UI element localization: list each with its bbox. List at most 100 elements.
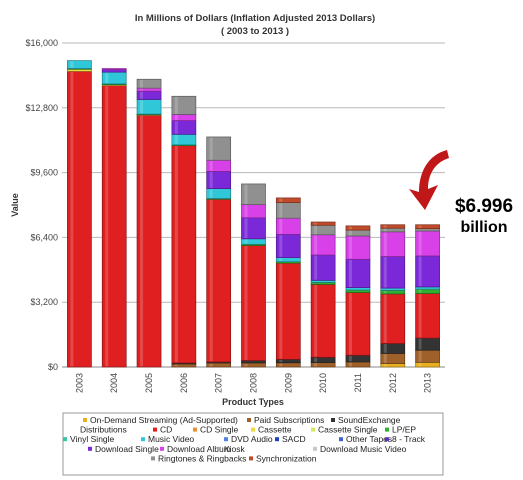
legend-item: Cassette xyxy=(258,425,292,435)
bar-highlight xyxy=(418,338,422,350)
legend-swatch xyxy=(385,437,389,442)
bar-highlight xyxy=(174,145,178,363)
bar-highlight xyxy=(348,236,352,259)
legend-item: Synchronization xyxy=(256,453,317,463)
bar-highlight xyxy=(105,72,109,84)
bar-segment xyxy=(380,224,406,229)
bar-segment xyxy=(67,60,92,69)
y-axis-ticks: $0 $3,200 $6,400 $9,600 $12,800 $16,000 xyxy=(25,38,58,372)
bar-highlight xyxy=(279,198,283,202)
y-tick-label: $12,800 xyxy=(25,103,58,113)
bar-highlight xyxy=(279,234,283,258)
callout-arrow-icon xyxy=(409,150,449,210)
bar-highlight xyxy=(348,355,352,362)
legend-item: DVD Audio xyxy=(231,434,273,444)
bar-highlight xyxy=(209,189,213,198)
legend-item: SACD xyxy=(282,434,306,444)
legend-item: Other Tapes xyxy=(346,434,392,444)
bar-segment xyxy=(101,85,127,368)
bar-segment xyxy=(275,197,301,203)
bar-segment xyxy=(345,258,371,288)
bar-segment xyxy=(101,69,127,73)
legend-swatch xyxy=(339,437,343,442)
bar-segment xyxy=(136,114,162,368)
bar-highlight xyxy=(418,294,422,338)
legend-swatch xyxy=(249,456,253,461)
bar-highlight xyxy=(383,225,387,228)
bar-highlight xyxy=(314,235,318,255)
x-tick-label: 2010 xyxy=(318,373,328,393)
x-tick-label: 2012 xyxy=(388,373,398,393)
bar-highlight xyxy=(174,115,178,120)
bar-stack-2007 xyxy=(206,136,232,368)
y-axis-label: Value xyxy=(10,193,20,217)
bar-stack-2013 xyxy=(415,224,440,368)
legend-swatch xyxy=(217,446,221,451)
bar-highlight xyxy=(418,231,422,256)
bar-segment xyxy=(101,68,127,70)
bar-highlight xyxy=(383,344,387,353)
legend-swatch xyxy=(247,418,251,422)
bar-highlight xyxy=(244,205,248,218)
legend-swatch xyxy=(193,427,197,432)
legend-swatch xyxy=(151,456,155,461)
bar-segment xyxy=(241,360,266,364)
bar-highlight xyxy=(314,225,318,235)
bar-highlight xyxy=(348,362,352,367)
legend-swatch xyxy=(311,427,315,432)
legend-swatch xyxy=(88,446,92,451)
legend-swatch xyxy=(63,437,67,442)
x-tick-label: 2003 xyxy=(74,373,84,393)
x-tick-label: 2013 xyxy=(423,373,433,393)
bar-highlight xyxy=(244,218,248,239)
legend-swatch xyxy=(275,437,279,442)
legend-item: Distributions xyxy=(80,425,127,435)
bar-highlight xyxy=(348,293,352,355)
legend-item: Download Single xyxy=(95,444,159,454)
bar-segment xyxy=(345,289,371,293)
bar-segment xyxy=(415,228,440,232)
legend: On-Demand Streaming (Ad-Supported) Paid S… xyxy=(63,415,426,463)
bar-segment xyxy=(380,293,406,344)
bar-segment xyxy=(345,292,371,356)
bar-highlight xyxy=(209,160,213,171)
bar-stack-2003 xyxy=(67,60,92,368)
y-tick-label: $6,400 xyxy=(30,232,58,242)
bar-highlight xyxy=(279,359,283,363)
bar-stack-2004 xyxy=(101,68,127,368)
bar-segment xyxy=(67,70,92,368)
bar-highlight xyxy=(244,239,248,244)
bar-segment xyxy=(171,144,197,364)
bar-segment xyxy=(241,183,266,205)
legend-item: LP/EP xyxy=(392,425,416,435)
legend-item: CD Single xyxy=(200,425,239,435)
bar-highlight xyxy=(140,79,144,88)
bar-segment xyxy=(345,287,371,291)
bar-stack-2009 xyxy=(275,197,301,368)
x-tick-label: 2004 xyxy=(109,373,119,393)
bar-segment xyxy=(136,78,162,89)
bar-highlight xyxy=(209,363,213,367)
bar-stacks xyxy=(67,60,440,368)
callout: $6.996 billion xyxy=(409,150,513,236)
legend-swatch xyxy=(385,427,389,432)
legend-swatch xyxy=(331,418,335,422)
legend-swatch xyxy=(224,437,228,442)
bar-highlight xyxy=(383,228,387,232)
bar-highlight xyxy=(383,294,387,343)
legend-item: Music Video xyxy=(148,434,194,444)
bar-segment xyxy=(380,231,406,257)
bar-highlight xyxy=(418,256,422,287)
legend-swatch xyxy=(153,427,157,432)
legend-swatch xyxy=(160,446,164,451)
bar-highlight xyxy=(209,137,213,160)
legend-item: Kiosk xyxy=(224,444,246,454)
x-tick-label: 2007 xyxy=(214,373,224,393)
x-tick-label: 2009 xyxy=(283,373,293,393)
bar-highlight xyxy=(174,96,178,114)
bar-highlight xyxy=(174,134,178,145)
bar-highlight xyxy=(279,218,283,234)
legend-item: On-Demand Streaming (Ad-Supported) xyxy=(90,415,238,425)
legend-swatch xyxy=(83,418,87,422)
bar-highlight xyxy=(140,88,144,91)
